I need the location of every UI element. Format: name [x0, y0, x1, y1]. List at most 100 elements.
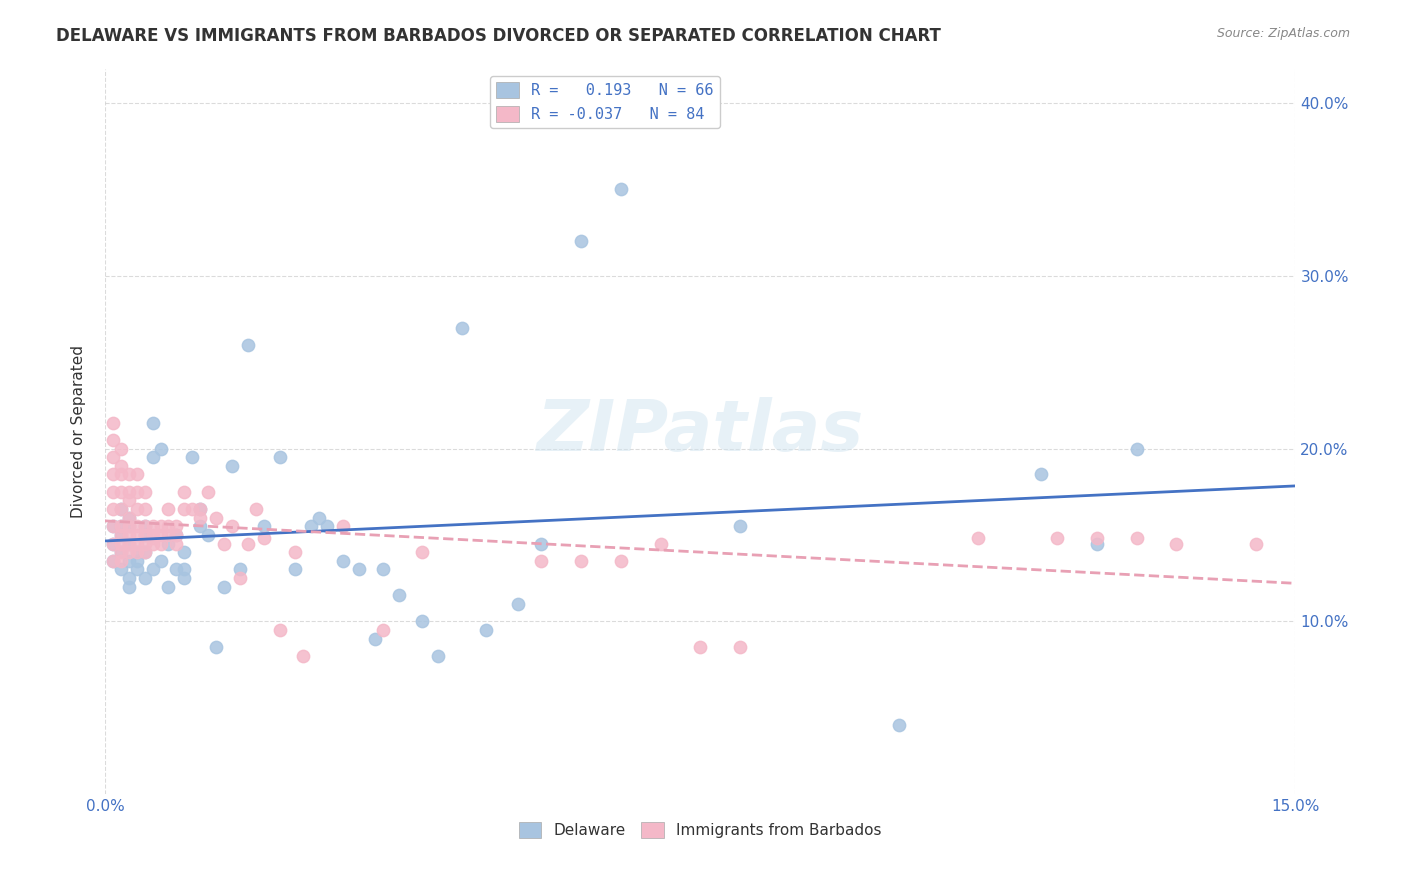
Point [118, 536, 141, 550]
Point [610, 182, 633, 196]
Point [197, 528, 219, 542]
Point [125, 554, 148, 568]
Point [173, 502, 195, 516]
Point [125, 545, 148, 559]
Point [188, 502, 211, 516]
Point [110, 484, 132, 499]
Point [371, 562, 394, 576]
Point [110, 562, 132, 576]
Point [157, 536, 180, 550]
Point [284, 562, 307, 576]
Point [269, 623, 291, 637]
Point [134, 571, 156, 585]
Point [887, 718, 910, 732]
Point [165, 528, 187, 542]
Point [142, 519, 165, 533]
Point [142, 450, 165, 465]
Point [142, 528, 165, 542]
Point [110, 519, 132, 533]
Point [1125, 532, 1147, 546]
Point [332, 519, 354, 533]
Point [118, 554, 141, 568]
Point [967, 532, 990, 546]
Point [165, 562, 187, 576]
Point [530, 536, 553, 550]
Point [650, 536, 672, 550]
Point [142, 416, 165, 430]
Point [157, 502, 180, 516]
Point [165, 536, 187, 550]
Point [1085, 532, 1108, 546]
Point [101, 519, 124, 533]
Point [173, 571, 195, 585]
Point [689, 640, 711, 655]
Point [101, 416, 124, 430]
Point [118, 484, 141, 499]
Point [142, 536, 165, 550]
Point [316, 519, 339, 533]
Point [149, 442, 172, 456]
Point [1125, 442, 1147, 456]
Point [125, 502, 148, 516]
Point [165, 519, 187, 533]
Point [110, 554, 132, 568]
Point [125, 545, 148, 559]
Point [245, 502, 267, 516]
Point [253, 532, 276, 546]
Point [134, 519, 156, 533]
Point [157, 528, 180, 542]
Point [284, 545, 307, 559]
Point [134, 519, 156, 533]
Point [188, 519, 211, 533]
Point [149, 554, 172, 568]
Point [371, 623, 394, 637]
Point [125, 528, 148, 542]
Point [110, 502, 132, 516]
Point [125, 519, 148, 533]
Y-axis label: Divorced or Separated: Divorced or Separated [72, 345, 86, 517]
Point [101, 467, 124, 482]
Point [173, 562, 195, 576]
Point [411, 614, 433, 628]
Point [149, 536, 172, 550]
Point [269, 450, 291, 465]
Point [427, 648, 450, 663]
Point [364, 632, 387, 646]
Point [221, 458, 243, 473]
Point [197, 484, 219, 499]
Point [411, 545, 433, 559]
Point [530, 554, 553, 568]
Point [475, 623, 498, 637]
Point [101, 554, 124, 568]
Point [292, 648, 315, 663]
Point [118, 519, 141, 533]
Text: DELAWARE VS IMMIGRANTS FROM BARBADOS DIVORCED OR SEPARATED CORRELATION CHART: DELAWARE VS IMMIGRANTS FROM BARBADOS DIV… [56, 27, 941, 45]
Point [118, 571, 141, 585]
Point [118, 510, 141, 524]
Point [101, 554, 124, 568]
Point [125, 536, 148, 550]
Text: ZIPatlas: ZIPatlas [537, 397, 863, 466]
Point [110, 528, 132, 542]
Point [299, 519, 322, 533]
Point [728, 519, 751, 533]
Point [165, 528, 187, 542]
Point [110, 502, 132, 516]
Point [134, 536, 156, 550]
Point [229, 562, 252, 576]
Point [1031, 467, 1053, 482]
Point [118, 545, 141, 559]
Point [118, 467, 141, 482]
Point [125, 467, 148, 482]
Point [101, 519, 124, 533]
Point [110, 536, 132, 550]
Point [134, 545, 156, 559]
Point [149, 519, 172, 533]
Point [101, 484, 124, 499]
Point [1085, 536, 1108, 550]
Point [125, 484, 148, 499]
Point [610, 554, 633, 568]
Point [221, 519, 243, 533]
Point [101, 502, 124, 516]
Point [110, 519, 132, 533]
